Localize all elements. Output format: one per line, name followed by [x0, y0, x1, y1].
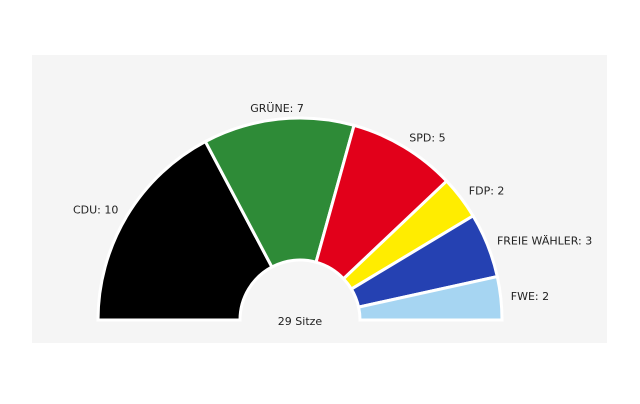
segment-label: GRÜNE: 7 [250, 102, 304, 115]
segment-label: FDP: 2 [469, 185, 505, 198]
segment-label: CDU: 10 [73, 204, 118, 217]
segment-label: FWE: 2 [511, 290, 549, 303]
seat-segment [203, 116, 356, 270]
segment-label: FREIE WÄHLER: 3 [497, 235, 592, 248]
center-label: 29 Sitze [278, 315, 323, 328]
segment-label: SPD: 5 [409, 131, 445, 144]
seat-segment [356, 274, 504, 322]
